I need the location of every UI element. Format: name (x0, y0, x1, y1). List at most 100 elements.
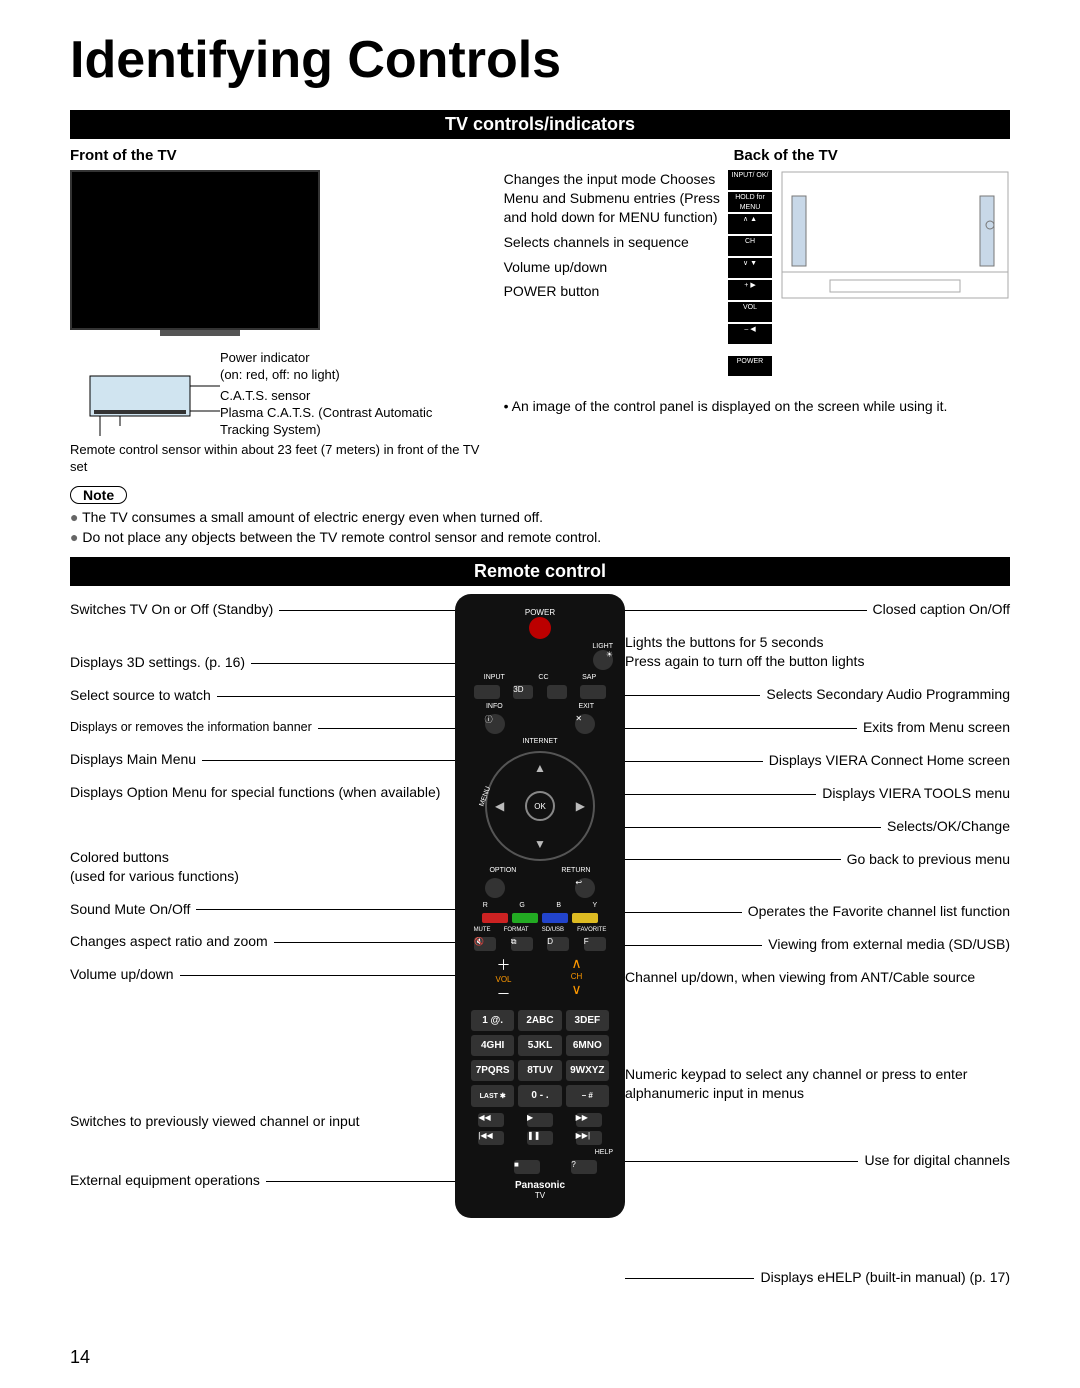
rewind-button[interactable]: ◀◀ (478, 1113, 504, 1127)
prev-button[interactable]: |◀◀ (478, 1131, 504, 1145)
vol-down[interactable]: － (484, 984, 524, 1004)
rr-c: Selects Secondary Audio Programming (766, 685, 1010, 704)
rl-h: Sound Mute On/Off (70, 900, 190, 919)
rl-l: External equipment operations (70, 1171, 260, 1190)
section-tv-header: TV controls/indicators (70, 110, 1010, 139)
rr-a: Closed caption On/Off (873, 600, 1010, 619)
rl-j: Volume up/down (70, 965, 174, 984)
red-button[interactable] (482, 913, 508, 923)
num-6[interactable]: 6MNO (566, 1035, 609, 1056)
ok-button[interactable]: OK (525, 791, 555, 821)
dash-button[interactable]: – # (566, 1085, 609, 1107)
ch-up[interactable]: ∧ (557, 955, 597, 972)
num-9[interactable]: 9WXYZ (566, 1060, 609, 1081)
num-1[interactable]: 1 @. (471, 1010, 514, 1031)
play-button[interactable]: ▶ (527, 1113, 553, 1127)
lbl-internet: INTERNET (467, 738, 613, 745)
page-number: 14 (70, 1347, 90, 1368)
rr-m: Use for digital channels (864, 1151, 1010, 1170)
last-button[interactable]: LAST ✱ (471, 1085, 514, 1107)
rr-f: Displays VIERA TOOLS menu (822, 784, 1010, 803)
tv-front-detail (70, 366, 330, 456)
note-1: The TV consumes a small amount of electr… (70, 508, 1010, 528)
front-header: Front of the TV (70, 147, 484, 164)
rr-k: Channel up/down, when viewing from ANT/C… (625, 969, 975, 985)
rl-e: Displays Main Menu (70, 750, 196, 769)
input-button[interactable] (474, 685, 500, 699)
num-8[interactable]: 8TUV (518, 1060, 561, 1081)
rr-e: Displays VIERA Connect Home screen (769, 751, 1010, 770)
favorite-button[interactable]: F (584, 937, 606, 951)
mute-button[interactable]: 🔇 (474, 937, 496, 951)
ch-down[interactable]: ∨ (557, 981, 597, 998)
rl-c: Select source to watch (70, 686, 211, 705)
light-button[interactable]: ☀ (593, 650, 613, 670)
rr-h: Go back to previous menu (847, 850, 1010, 869)
option-button[interactable] (485, 878, 505, 898)
rr-l: Numeric keypad to select any channel or … (625, 1066, 967, 1101)
vol-up[interactable]: ＋ (484, 955, 524, 975)
arrow-down[interactable]: ▼ (534, 837, 546, 851)
num-3[interactable]: 3DEF (566, 1010, 609, 1031)
arrow-right[interactable]: ▶ (576, 799, 585, 813)
rr-d: Exits from Menu screen (863, 718, 1010, 737)
next-button[interactable]: ▶▶| (576, 1131, 602, 1145)
numeric-keypad[interactable]: 1 @. 2ABC 3DEF 4GHI 5JKL 6MNO 7PQRS 8TUV… (471, 1010, 609, 1107)
info-button[interactable]: ⓘ (485, 714, 505, 734)
lbl-power: POWER (467, 608, 613, 617)
back-input-desc: Changes the input mode Chooses Menu and … (504, 170, 720, 227)
num-4[interactable]: 4GHI (471, 1035, 514, 1056)
format-button[interactable]: ⧉ (511, 937, 533, 951)
fforward-button[interactable]: ▶▶ (576, 1113, 602, 1127)
num-2[interactable]: 2ABC (518, 1010, 561, 1031)
dpad[interactable]: ▲ ▼ ◀ ▶ OK MENU (485, 751, 595, 861)
green-button[interactable] (512, 913, 538, 923)
section-remote-header: Remote control (70, 557, 1010, 586)
back-panel-buttons: INPUT/ OK/ HOLD for MENU ∧ ▲ CH ∨ ▼ + ▶ … (728, 170, 772, 378)
lbl-light: LIGHT (467, 643, 613, 650)
stop-button[interactable]: ■ (514, 1160, 540, 1174)
help-button[interactable]: ? (571, 1160, 597, 1174)
sap-button[interactable] (580, 685, 606, 699)
exit-button[interactable]: ✕ (575, 714, 595, 734)
back-header: Back of the TV (734, 147, 1010, 164)
rl-a: Switches TV On or Off (Standby) (70, 600, 273, 619)
num-5[interactable]: 5JKL (518, 1035, 561, 1056)
sdusb-button[interactable]: D (547, 937, 569, 951)
remote-illustration: POWER LIGHT ☀ INPUT CC SAP 3D INFO EXIT … (455, 594, 625, 1218)
tv-label: TV (467, 1191, 613, 1200)
rl-k: Switches to previously viewed channel or… (70, 1113, 360, 1129)
power-button[interactable] (529, 617, 551, 639)
note-badge: Note (70, 486, 127, 504)
rl-g: Colored buttons (used for various functi… (70, 849, 239, 884)
arrow-left[interactable]: ◀ (495, 799, 504, 813)
back-ch-desc: Selects channels in sequence (504, 233, 720, 252)
blue-button[interactable] (542, 913, 568, 923)
pause-button[interactable]: ❚❚ (527, 1131, 553, 1145)
return-button[interactable]: ↩ (575, 878, 595, 898)
back-power-desc: POWER button (504, 282, 720, 301)
rr-n: Displays eHELP (built-in manual) (p. 17) (760, 1268, 1010, 1287)
rr-g: Selects/OK/Change (887, 817, 1010, 836)
rl-b: Displays 3D settings. (p. 16) (70, 653, 245, 672)
back-vol-desc: Volume up/down (504, 258, 720, 277)
rr-i: Operates the Favorite channel list funct… (748, 902, 1010, 921)
rr-j: Viewing from external media (SD/USB) (768, 935, 1010, 954)
rl-d: Displays or removes the information bann… (70, 719, 312, 736)
3d-button[interactable]: 3D (513, 685, 533, 699)
rl-i: Changes aspect ratio and zoom (70, 932, 268, 951)
bullet-icon: • (504, 398, 512, 414)
num-0[interactable]: 0 - . (518, 1085, 561, 1107)
rr-b: Lights the buttons for 5 seconds Press a… (625, 634, 864, 669)
num-7[interactable]: 7PQRS (471, 1060, 514, 1081)
brand-label: Panasonic (467, 1180, 613, 1191)
tv-front-illustration (70, 170, 330, 450)
note-list: The TV consumes a small amount of electr… (70, 508, 1010, 547)
cc-button[interactable] (547, 685, 567, 699)
page-title: Identifying Controls (70, 30, 1010, 90)
tv-back-illustration (780, 170, 1010, 378)
arrow-up[interactable]: ▲ (534, 761, 546, 775)
back-note: An image of the control panel is display… (512, 398, 948, 414)
note-2: Do not place any objects between the TV … (70, 528, 1010, 548)
yellow-button[interactable] (572, 913, 598, 923)
